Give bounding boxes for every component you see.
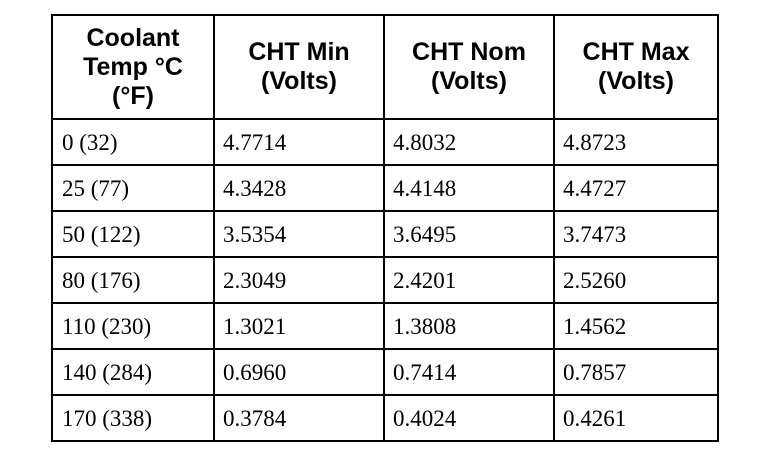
header-row: Coolant Temp °C (°F) CHT Min (Volts) CHT… <box>51 14 719 120</box>
cht-nom-cell: 2.4201 <box>383 256 555 304</box>
cht-nom-cell: 0.7414 <box>383 348 555 396</box>
cht-min-cell: 0.3784 <box>213 394 385 442</box>
coolant-temp-cell: 140 (284) <box>51 348 215 396</box>
cht-min-cell: 3.5354 <box>213 210 385 258</box>
table-row: 25 (77) 4.3428 4.4148 4.4727 <box>51 164 719 212</box>
cht-nom-cell: 1.3808 <box>383 302 555 350</box>
header-coolant-temp-line-2: Temp °C <box>83 52 183 81</box>
cht-nom-cell: 4.4148 <box>383 164 555 212</box>
header-cht-nom: CHT Nom (Volts) <box>383 14 555 120</box>
header-cht-min: CHT Min (Volts) <box>213 14 385 120</box>
cht-min-cell: 4.7714 <box>213 118 385 166</box>
table-row: 140 (284) 0.6960 0.7414 0.7857 <box>51 348 719 396</box>
cht-max-cell: 0.4261 <box>553 394 719 442</box>
table-row: 80 (176) 2.3049 2.4201 2.5260 <box>51 256 719 304</box>
cht-max-cell: 1.4562 <box>553 302 719 350</box>
coolant-temp-cell: 25 (77) <box>51 164 215 212</box>
cht-max-cell: 4.4727 <box>553 164 719 212</box>
coolant-temp-cell: 170 (338) <box>51 394 215 442</box>
coolant-temp-voltage-table: Coolant Temp °C (°F) CHT Min (Volts) CHT… <box>51 14 719 442</box>
table-row: 170 (338) 0.3784 0.4024 0.4261 <box>51 394 719 442</box>
header-coolant-temp-line-3: (°F) <box>112 81 154 110</box>
header-cht-min-line-2: (Volts) <box>261 67 337 95</box>
cht-max-cell: 3.7473 <box>553 210 719 258</box>
coolant-temp-cell: 50 (122) <box>51 210 215 258</box>
header-cht-max-line-2: (Volts) <box>598 67 674 95</box>
header-cht-nom-line-2: (Volts) <box>431 67 507 95</box>
header-cht-max: CHT Max (Volts) <box>553 14 719 120</box>
cht-nom-cell: 3.6495 <box>383 210 555 258</box>
cht-min-cell: 0.6960 <box>213 348 385 396</box>
cht-max-cell: 4.8723 <box>553 118 719 166</box>
coolant-temp-cell: 0 (32) <box>51 118 215 166</box>
table-row: 0 (32) 4.7714 4.8032 4.8723 <box>51 118 719 166</box>
header-cht-max-line-1: CHT Max <box>582 38 690 66</box>
table-row: 110 (230) 1.3021 1.3808 1.4562 <box>51 302 719 350</box>
cht-max-cell: 2.5260 <box>553 256 719 304</box>
cht-nom-cell: 4.8032 <box>383 118 555 166</box>
cht-min-cell: 2.3049 <box>213 256 385 304</box>
header-cht-min-line-1: CHT Min <box>248 38 350 66</box>
header-coolant-temp: Coolant Temp °C (°F) <box>51 14 215 120</box>
coolant-temp-cell: 110 (230) <box>51 302 215 350</box>
header-cht-nom-line-1: CHT Nom <box>412 38 526 66</box>
coolant-temp-cell: 80 (176) <box>51 256 215 304</box>
cht-min-cell: 4.3428 <box>213 164 385 212</box>
table-row: 50 (122) 3.5354 3.6495 3.7473 <box>51 210 719 258</box>
header-coolant-temp-line-1: Coolant <box>86 23 180 52</box>
cht-max-cell: 0.7857 <box>553 348 719 396</box>
cht-min-cell: 1.3021 <box>213 302 385 350</box>
cht-nom-cell: 0.4024 <box>383 394 555 442</box>
